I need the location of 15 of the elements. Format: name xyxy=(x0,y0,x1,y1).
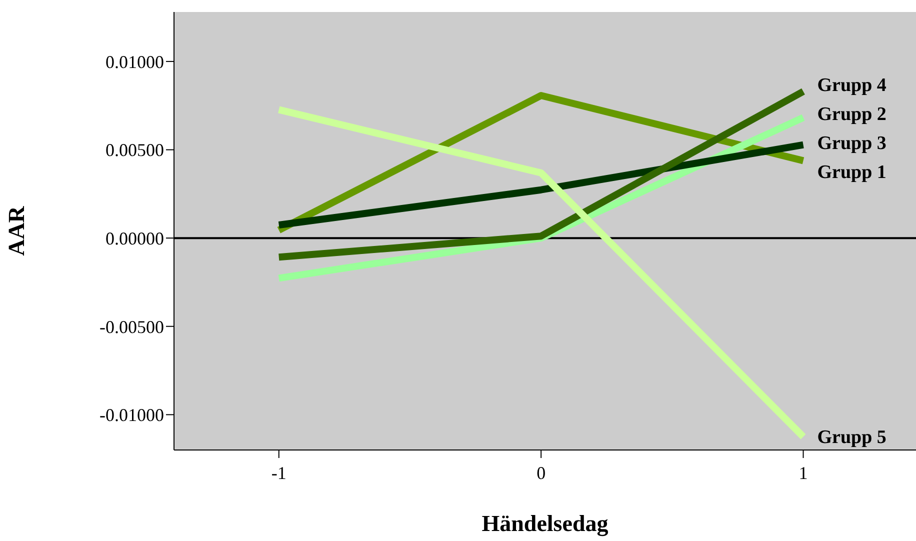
y-tick-label: -0.00500 xyxy=(100,316,164,337)
x-tick-label: -1 xyxy=(271,462,286,483)
series-label: Grupp 4 xyxy=(817,75,887,96)
y-axis-title: AAR xyxy=(4,206,30,256)
series-label: Grupp 1 xyxy=(817,162,886,184)
y-tick-label: -0.01000 xyxy=(100,405,164,426)
y-tick-label: 0.00500 xyxy=(106,140,164,160)
series-label: Grupp 3 xyxy=(817,133,886,154)
y-tick-label: 0.01000 xyxy=(106,52,164,72)
series-label: Grupp 2 xyxy=(817,104,886,126)
x-tick-label: 1 xyxy=(798,462,808,483)
x-axis-title: Händelsedag xyxy=(482,511,609,537)
series-label: Grupp 5 xyxy=(817,426,886,448)
x-tick-label: 0 xyxy=(536,462,546,483)
y-tick-label: 0.00000 xyxy=(106,228,164,248)
